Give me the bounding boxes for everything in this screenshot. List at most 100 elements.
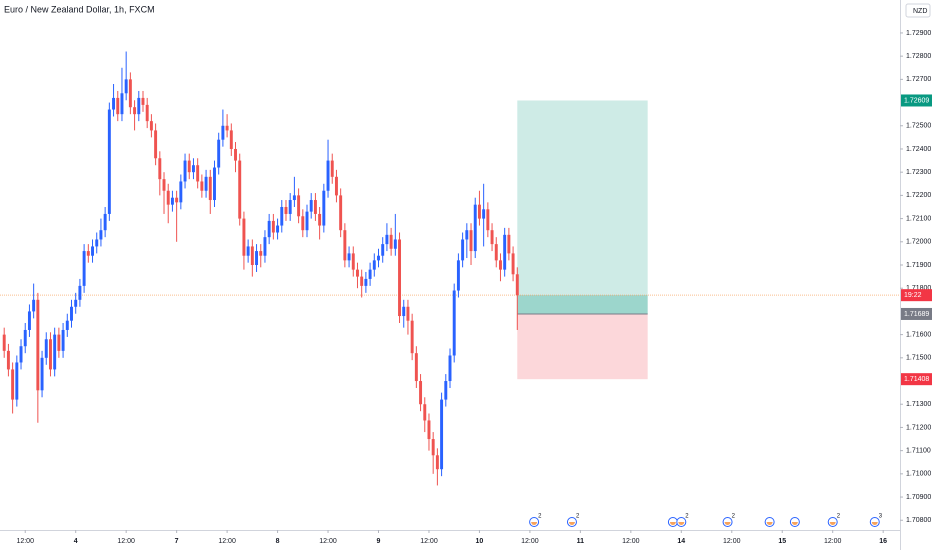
event-icon bbox=[791, 522, 798, 525]
candle-body bbox=[170, 197, 174, 205]
candle-body bbox=[158, 158, 162, 180]
y-tick-label: 1.71000 bbox=[906, 471, 931, 478]
candle-body bbox=[393, 239, 397, 249]
y-tick-label: 1.71200 bbox=[906, 424, 931, 431]
x-tick-label: 15 bbox=[778, 538, 786, 545]
x-tick-label: 12:00 bbox=[319, 538, 337, 545]
candle-body bbox=[473, 204, 477, 252]
candle-body bbox=[469, 230, 473, 252]
candle-body bbox=[267, 220, 271, 238]
candle-body bbox=[208, 176, 212, 201]
candle-body bbox=[372, 260, 376, 270]
candle-body bbox=[477, 204, 481, 219]
candle-body bbox=[297, 195, 301, 217]
candle-body bbox=[246, 246, 250, 256]
candle-body bbox=[456, 260, 460, 291]
stop-label: 1.71408 bbox=[904, 376, 929, 383]
event-icon bbox=[766, 522, 773, 525]
candle-body bbox=[250, 246, 254, 265]
candle-body bbox=[280, 206, 284, 226]
candle-body bbox=[229, 130, 233, 149]
candle-body bbox=[339, 195, 343, 231]
y-tick-label: 1.72000 bbox=[906, 239, 931, 246]
event-count: 2 bbox=[732, 514, 736, 520]
candle-body bbox=[48, 339, 52, 370]
candle-body bbox=[116, 97, 120, 115]
candle-body bbox=[440, 399, 444, 470]
event-icon bbox=[669, 522, 676, 525]
candle-body bbox=[19, 346, 23, 363]
event-icon bbox=[678, 522, 685, 525]
loss-zone bbox=[517, 313, 648, 380]
y-tick-label: 1.71100 bbox=[906, 447, 931, 454]
candle-body bbox=[494, 244, 498, 261]
candle-body bbox=[74, 299, 78, 307]
currency-label[interactable]: NZD bbox=[913, 8, 927, 15]
candle-body bbox=[305, 211, 309, 231]
y-tick-label: 1.72100 bbox=[906, 215, 931, 222]
candle-body bbox=[53, 334, 57, 370]
candle-body bbox=[162, 179, 166, 191]
candle-body bbox=[334, 176, 338, 196]
candle-body bbox=[213, 167, 216, 201]
candle-body bbox=[175, 197, 179, 203]
candle-body bbox=[32, 299, 36, 312]
candle-body bbox=[187, 160, 191, 173]
candle-body bbox=[70, 306, 73, 321]
candle-body bbox=[410, 320, 414, 354]
candle-body bbox=[99, 230, 103, 240]
candle-body bbox=[65, 320, 69, 330]
currency-button[interactable] bbox=[905, 3, 931, 18]
y-tick-label: 1.72200 bbox=[906, 192, 931, 199]
candle-body bbox=[15, 362, 19, 400]
x-tick-label: 10 bbox=[476, 538, 484, 545]
candle-body bbox=[360, 276, 364, 286]
countdown-label-bg bbox=[901, 289, 932, 302]
candle-body bbox=[326, 160, 330, 191]
event-count: 2 bbox=[576, 514, 580, 520]
y-tick-label: 1.72700 bbox=[906, 76, 931, 83]
candle-body bbox=[498, 260, 502, 270]
y-tick-label: 1.70800 bbox=[906, 517, 931, 524]
candle-body bbox=[322, 190, 326, 226]
candle-body bbox=[112, 97, 116, 110]
candle-body bbox=[221, 125, 225, 140]
candle-body bbox=[301, 216, 305, 231]
candle-body bbox=[444, 381, 448, 400]
event-icon bbox=[871, 522, 878, 525]
candle-body bbox=[263, 237, 267, 256]
candle-body bbox=[465, 230, 469, 240]
candle-body bbox=[44, 339, 48, 358]
x-tick-label: 11 bbox=[577, 538, 585, 545]
candle-body bbox=[120, 93, 124, 115]
candle-body bbox=[141, 97, 145, 105]
candle-body bbox=[36, 299, 40, 391]
event-count: 2 bbox=[538, 514, 542, 520]
candle-body bbox=[503, 234, 507, 270]
y-tick-label: 1.71900 bbox=[906, 262, 931, 269]
candle-body bbox=[402, 306, 406, 317]
entry-label-bg bbox=[901, 307, 932, 320]
candle-body bbox=[276, 225, 280, 233]
event-icon bbox=[531, 522, 538, 525]
candle-body bbox=[91, 246, 94, 256]
candle-body bbox=[61, 329, 65, 351]
candle-body bbox=[356, 269, 359, 277]
candle-body bbox=[137, 97, 141, 115]
candle-body bbox=[423, 404, 427, 421]
candle-body bbox=[11, 369, 15, 400]
y-tick-label: 1.72500 bbox=[906, 123, 931, 130]
event-icon bbox=[724, 522, 731, 525]
x-tick-label: 12:00 bbox=[723, 538, 741, 545]
candle-body bbox=[27, 311, 31, 330]
y-tick-label: 1.72400 bbox=[906, 146, 931, 153]
candle-body bbox=[486, 209, 490, 231]
candle-body bbox=[23, 329, 27, 347]
candle-body bbox=[431, 439, 435, 456]
candle-body bbox=[204, 176, 208, 191]
candle-body bbox=[234, 148, 237, 161]
event-count: 2 bbox=[837, 514, 841, 520]
candle-body bbox=[242, 218, 246, 256]
